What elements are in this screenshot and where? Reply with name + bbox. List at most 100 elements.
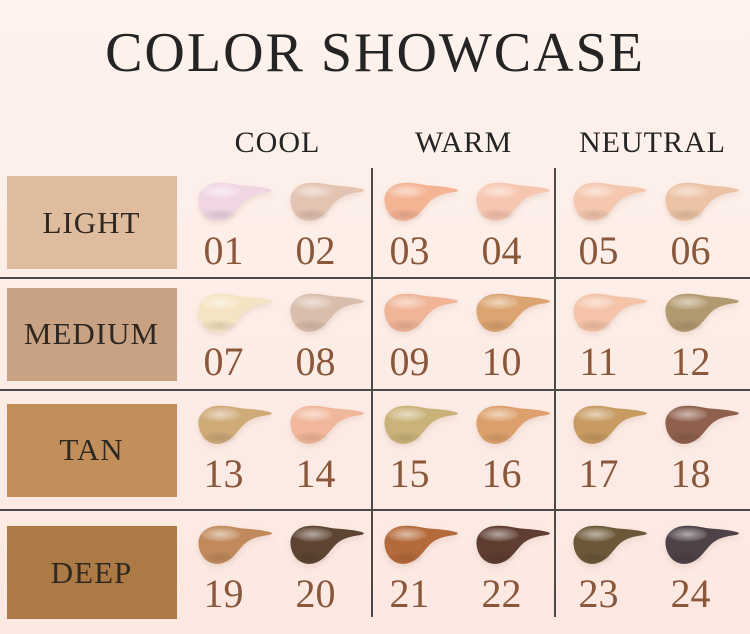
shade-number: 15 [389, 451, 430, 496]
foundation-smear-icon [289, 182, 364, 221]
shade-swatch-24: 24 [656, 518, 742, 615]
shade-swatch-19: 19 [189, 518, 275, 615]
shade-swatch-13: 13 [189, 398, 275, 495]
shade-number: 02 [295, 228, 336, 273]
foundation-smear-icon [289, 293, 364, 332]
foundation-smear-icon [197, 293, 272, 332]
shade-swatch-08: 08 [281, 286, 367, 383]
cell-light-warm: 03 04 [372, 168, 555, 277]
shade-number: 09 [389, 339, 430, 384]
shade-swatch-18: 18 [656, 398, 742, 495]
foundation-smear-icon [383, 293, 458, 332]
undertone-column-headers: COOL WARM NEUTRAL [0, 100, 750, 168]
foundation-smear-icon [475, 182, 550, 221]
shade-number: 13 [203, 451, 244, 496]
foundation-smear-icon [475, 525, 550, 564]
page-title: COLOR SHOWCASE [105, 22, 645, 84]
foundation-smear-icon [475, 405, 550, 444]
cell-medium-cool: 07 08 [183, 279, 372, 389]
row-label-cell-light: LIGHT [0, 168, 183, 277]
foundation-smear-icon [289, 525, 364, 564]
shade-number: 03 [389, 228, 430, 273]
shade-swatch-09: 09 [375, 286, 461, 383]
row-label-cell-deep: DEEP [0, 511, 183, 634]
shade-number: 05 [578, 228, 619, 273]
foundation-smear-icon [664, 293, 739, 332]
column-header-cool: COOL [234, 126, 321, 159]
shade-number: 20 [295, 571, 336, 616]
row-deep: DEEP 19 20 21 22 23 [0, 509, 750, 634]
shade-number: 16 [481, 451, 522, 496]
foundation-smear-icon [572, 405, 647, 444]
column-divider-warm-neutral [554, 168, 556, 617]
shade-swatch-04: 04 [467, 175, 553, 272]
cell-light-cool: 01 02 [183, 168, 372, 277]
shade-swatch-05: 05 [564, 175, 650, 272]
shade-number: 19 [203, 571, 244, 616]
shade-swatch-07: 07 [189, 286, 275, 383]
column-header-neutral: NEUTRAL [579, 126, 726, 159]
shade-number: 04 [481, 228, 522, 273]
cell-deep-warm: 21 22 [372, 511, 555, 634]
cell-tan-cool: 13 14 [183, 391, 372, 509]
shade-swatch-10: 10 [467, 286, 553, 383]
shade-swatch-20: 20 [281, 518, 367, 615]
shade-number: 14 [295, 451, 336, 496]
shade-number: 18 [670, 451, 711, 496]
row-label-medium: MEDIUM [6, 287, 177, 381]
cell-tan-warm: 15 16 [372, 391, 555, 509]
shade-swatch-03: 03 [375, 175, 461, 272]
shade-number: 07 [203, 339, 244, 384]
shade-number: 12 [670, 339, 711, 384]
shade-number: 23 [578, 571, 619, 616]
row-label-cell-tan: TAN [0, 391, 183, 509]
foundation-smear-icon [475, 293, 550, 332]
shade-swatch-22: 22 [467, 518, 553, 615]
shade-swatch-15: 15 [375, 398, 461, 495]
shade-swatch-21: 21 [375, 518, 461, 615]
row-label-deep: DEEP [6, 526, 177, 619]
foundation-smear-icon [664, 525, 739, 564]
foundation-smear-icon [572, 182, 647, 221]
shade-swatch-01: 01 [189, 175, 275, 272]
row-light: LIGHT 01 02 03 04 05 [0, 168, 750, 277]
foundation-smear-icon [289, 405, 364, 444]
row-label-light: LIGHT [6, 176, 177, 269]
foundation-smear-icon [197, 405, 272, 444]
column-divider-cool-warm [371, 168, 373, 617]
cell-medium-neutral: 11 12 [555, 279, 750, 389]
foundation-smear-icon [197, 182, 272, 221]
cell-deep-neutral: 23 24 [555, 511, 750, 634]
shade-number: 06 [670, 228, 711, 273]
shade-number: 10 [481, 339, 522, 384]
shade-number: 08 [295, 339, 336, 384]
shade-swatch-17: 17 [564, 398, 650, 495]
shade-number: 22 [481, 571, 522, 616]
row-medium: MEDIUM 07 08 09 10 11 [0, 277, 750, 389]
shade-swatch-23: 23 [564, 518, 650, 615]
shade-number: 17 [578, 451, 619, 496]
cell-deep-cool: 19 20 [183, 511, 372, 634]
shade-number: 21 [389, 571, 430, 616]
foundation-smear-icon [383, 182, 458, 221]
header: COLOR SHOWCASE [0, 0, 750, 100]
foundation-smear-icon [572, 293, 647, 332]
row-label-cell-medium: MEDIUM [0, 279, 183, 389]
cell-light-neutral: 05 06 [555, 168, 750, 277]
shade-swatch-02: 02 [281, 175, 367, 272]
shade-swatch-11: 11 [564, 286, 650, 383]
shade-swatch-14: 14 [281, 398, 367, 495]
foundation-smear-icon [664, 405, 739, 444]
foundation-smear-icon [572, 525, 647, 564]
foundation-smear-icon [197, 525, 272, 564]
shade-swatch-16: 16 [467, 398, 553, 495]
shade-swatch-06: 06 [656, 175, 742, 272]
cell-medium-warm: 09 10 [372, 279, 555, 389]
shade-swatch-12: 12 [656, 286, 742, 383]
shade-number: 01 [203, 228, 244, 273]
foundation-smear-icon [664, 182, 739, 221]
shade-number: 24 [670, 571, 711, 616]
cell-tan-neutral: 17 18 [555, 391, 750, 509]
shade-number: 11 [579, 339, 618, 384]
